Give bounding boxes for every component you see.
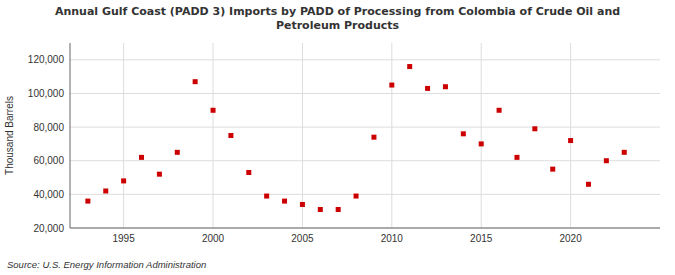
- x-axis-line: [70, 228, 660, 229]
- grid: [70, 43, 660, 228]
- y-grid-line: [70, 160, 660, 161]
- y-tick-label: 120,000: [28, 54, 65, 65]
- point: [586, 182, 591, 187]
- axes: 20,000 40,000 60,000 80,000 100,000 120,000 19…: [4, 43, 660, 244]
- point: [264, 194, 269, 199]
- point: [371, 135, 376, 140]
- point: [193, 79, 198, 84]
- title: Petroleum Products: [276, 19, 400, 32]
- y-grid-line: [70, 93, 660, 94]
- x-grid-line: [481, 43, 482, 228]
- point: [389, 83, 394, 88]
- points: [85, 64, 626, 212]
- point: [336, 207, 341, 212]
- y-tick-label: 60,000: [33, 155, 64, 166]
- title-group: Annual Gulf Coast (PADD 3) Imports by PA…: [55, 5, 620, 32]
- y-tick-label: 40,000: [33, 189, 64, 200]
- x-tick-label: 2015: [470, 233, 493, 244]
- y-grid-line: [70, 194, 660, 195]
- point: [157, 172, 162, 177]
- point: [425, 86, 430, 91]
- x-grid-line: [213, 43, 214, 228]
- point: [282, 199, 287, 204]
- point: [354, 194, 359, 199]
- y-axis-line: [70, 43, 71, 228]
- y-grid-line: [70, 59, 660, 60]
- point: [318, 207, 323, 212]
- point: [246, 170, 251, 175]
- point: [121, 178, 126, 183]
- title: Annual Gulf Coast (PADD 3) Imports by PA…: [55, 5, 620, 18]
- point: [85, 199, 90, 204]
- source-annotation: Source: U.S. Energy Information Administ…: [7, 259, 206, 270]
- point: [228, 133, 233, 138]
- point: [604, 158, 609, 163]
- point: [300, 202, 305, 207]
- point: [139, 155, 144, 160]
- x-grid-line: [123, 43, 124, 228]
- point: [479, 141, 484, 146]
- x-grid-line: [570, 43, 571, 228]
- point: [443, 84, 448, 89]
- x-tick-label: 2010: [381, 233, 404, 244]
- y-grid-line: [70, 127, 660, 128]
- point: [532, 126, 537, 131]
- point: [497, 108, 502, 113]
- point: [568, 138, 573, 143]
- point: [407, 64, 412, 69]
- x-tick-label: 2000: [202, 233, 225, 244]
- x-tick-label: 2005: [291, 233, 314, 244]
- y-grid-line: [70, 228, 660, 229]
- x-tick-label: 1995: [113, 233, 136, 244]
- point: [211, 108, 216, 113]
- x-tick-label: 2020: [559, 233, 582, 244]
- y-tick-label: 80,000: [33, 122, 64, 133]
- point: [461, 131, 466, 136]
- point: [514, 155, 519, 160]
- point: [103, 189, 108, 194]
- y-tick-label: 100,000: [28, 88, 65, 99]
- x-grid-line: [391, 43, 392, 228]
- point: [550, 167, 555, 172]
- y-tick-label: 20,000: [33, 223, 64, 234]
- chart: Annual Gulf Coast (PADD 3) Imports by PA…: [0, 0, 675, 275]
- point: [175, 150, 180, 155]
- x-grid-line: [302, 43, 303, 228]
- y-axis-label: Thousand Barrels: [4, 96, 15, 175]
- point: [622, 150, 627, 155]
